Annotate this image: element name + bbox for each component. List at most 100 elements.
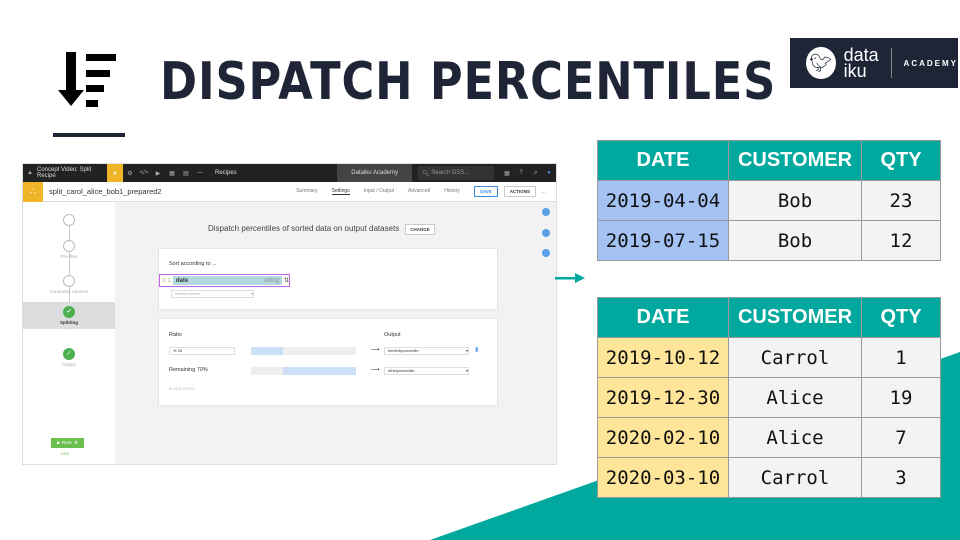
ratio-input[interactable]: % 30: [169, 347, 235, 355]
start-icon: [63, 214, 75, 226]
run-engine[interactable]: DSS: [61, 451, 70, 456]
table-cell: 2019-12-30: [597, 377, 729, 418]
remaining-bar: [251, 367, 356, 375]
chevron-down-icon: ▾: [465, 348, 468, 353]
column-header: QTY: [861, 297, 941, 338]
apps-grid-icon[interactable]: ▦: [504, 170, 510, 177]
change-button[interactable]: CHANGE: [405, 224, 435, 235]
search-input[interactable]: 🔍︎ Search DSS...: [418, 166, 494, 180]
column-header: DATE: [597, 140, 729, 181]
table-cell: Carrol: [728, 337, 862, 378]
run-button[interactable]: ▶ RUN ⚙: [51, 438, 85, 448]
dss-screenshot: ▲ Concept Video: Split Recipe ➤ ⚙ </> ▶ …: [22, 163, 557, 465]
table-cell: 3: [861, 457, 941, 498]
step-splitting[interactable]: ✓ Splitting: [23, 302, 115, 329]
table-row: 2020-02-10 Alice 7: [597, 417, 941, 458]
info-icon[interactable]: [542, 229, 550, 237]
delete-icon[interactable]: ▮: [475, 347, 479, 353]
sort-card: Sort according to ... ≡ 1 date string ⇅ S…: [158, 248, 498, 310]
column-header: CUSTOMER: [728, 297, 862, 338]
tab-advanced[interactable]: Advanced: [408, 188, 431, 194]
output1-value: thirtiethpercentile: [388, 348, 419, 353]
sort-index: 1: [167, 277, 171, 284]
table-cell: 2020-02-10: [597, 417, 729, 458]
nav-recipes[interactable]: Recipes: [215, 170, 237, 176]
code-icon[interactable]: </>: [139, 170, 149, 176]
table-header-row: DATE CUSTOMER QTY: [597, 140, 941, 181]
dataiku-bird-icon: ▲: [27, 170, 33, 176]
add-ratio-label: ADD RATIO: [173, 386, 195, 391]
sort-descending-icon: [58, 52, 116, 107]
chevron-down-icon: ▾: [465, 368, 468, 373]
more-icon[interactable]: —: [197, 170, 203, 176]
play-icon[interactable]: ▶: [155, 170, 161, 177]
table-cell: Bob: [728, 180, 862, 221]
tab-settings[interactable]: Settings: [331, 188, 350, 195]
table-row: 2019-07-15 Bob 12: [597, 220, 941, 261]
table-cell: Carrol: [728, 457, 862, 498]
activity-icon[interactable]: ↗: [532, 170, 538, 177]
step-pre-filter[interactable]: Pre-filter: [23, 240, 115, 259]
table-cell: 7: [861, 417, 941, 458]
play-icon: ▶: [57, 440, 61, 445]
avatar[interactable]: ●: [547, 170, 551, 176]
print-icon[interactable]: ▦: [169, 170, 175, 177]
step-computed-columns[interactable]: Computed columns: [23, 275, 115, 294]
column-header: QTY: [861, 140, 941, 181]
chevron-down-icon: ▾: [250, 291, 253, 296]
gear-icon[interactable]: ⚙: [74, 440, 79, 445]
recipe-name[interactable]: split_carol_alice_bob1_prepared2: [49, 187, 162, 196]
bird-icon: 🐦︎: [806, 47, 836, 79]
sort-column: date: [175, 277, 189, 284]
settings-icon[interactable]: ⚙: [127, 170, 133, 177]
check-icon: ✓: [63, 348, 75, 360]
sort-column-row[interactable]: ≡ 1 date string ⇅: [159, 274, 290, 287]
flow-icon[interactable]: ➤: [107, 164, 123, 182]
logo-divider: [890, 48, 892, 78]
save-button[interactable]: SAVE: [473, 186, 498, 197]
table-cell: 1: [861, 337, 941, 378]
table-row: 2019-10-12 Carrol 1: [597, 337, 941, 378]
tab-history[interactable]: History: [444, 188, 460, 194]
run-label: RUN: [61, 440, 72, 445]
chat-icon[interactable]: [542, 249, 550, 257]
instance-name[interactable]: Dataiku Academy: [337, 164, 412, 182]
table-header-row: DATE CUSTOMER QTY: [597, 297, 941, 338]
step-label: Output: [62, 362, 76, 367]
output-label: Output: [384, 332, 401, 338]
add-ratio-button[interactable]: ⊕ ADD RATIO: [169, 386, 195, 391]
sort-order-icon[interactable]: ⇅: [283, 278, 289, 284]
split-recipe-icon: ∴: [23, 181, 43, 202]
recipe-header: ∴ split_carol_alice_bob1_prepared2 Summa…: [23, 181, 556, 202]
output1-dropdown[interactable]: thirtiethpercentile ▾: [384, 347, 469, 355]
step-label: Splitting: [60, 320, 78, 325]
split-mode-title: Dispatch percentiles of sorted data on o…: [208, 224, 400, 233]
tab-input-output[interactable]: Input / Output: [363, 188, 395, 194]
add-icon[interactable]: [542, 208, 550, 216]
table-row: 2019-12-30 Alice 19: [597, 377, 941, 418]
sort-label: Sort according to ...: [169, 261, 217, 267]
actions-button[interactable]: ACTIONS: [503, 186, 536, 197]
back-arrow-icon[interactable]: ←: [541, 189, 547, 195]
ratio-slider[interactable]: [251, 347, 356, 355]
output2-dropdown[interactable]: otherpercentile ▾: [384, 367, 469, 375]
title-underline: [53, 133, 125, 137]
logo-text: iku: [843, 61, 867, 81]
ratio-label: Ratio: [169, 332, 182, 338]
remaining-label: Remaining 70%: [169, 367, 208, 373]
step-label: Pre-filter: [60, 254, 78, 259]
column-header: DATE: [597, 297, 729, 338]
table-cell: 23: [861, 180, 941, 221]
table-cell: 2020-03-10: [597, 457, 729, 498]
dashboard-icon[interactable]: ▤: [183, 170, 189, 177]
ratio-card: Ratio Output % 30 ⟶ thirtiethpercentile ▾…: [158, 318, 498, 406]
select-column-dropdown[interactable]: Select column ▾: [171, 290, 254, 298]
project-name[interactable]: Concept Video: Split Recipe: [37, 167, 92, 179]
sort-column-type: string: [264, 277, 279, 284]
drag-handle-icon[interactable]: ≡: [162, 277, 166, 284]
help-icon[interactable]: ?: [519, 170, 523, 176]
step-output[interactable]: ✓ Output: [23, 348, 115, 367]
tab-summary[interactable]: Summary: [296, 188, 318, 194]
table-cell: 2019-10-12: [597, 337, 729, 378]
slide-title: DISPATCH PERCENTILES: [160, 52, 777, 112]
